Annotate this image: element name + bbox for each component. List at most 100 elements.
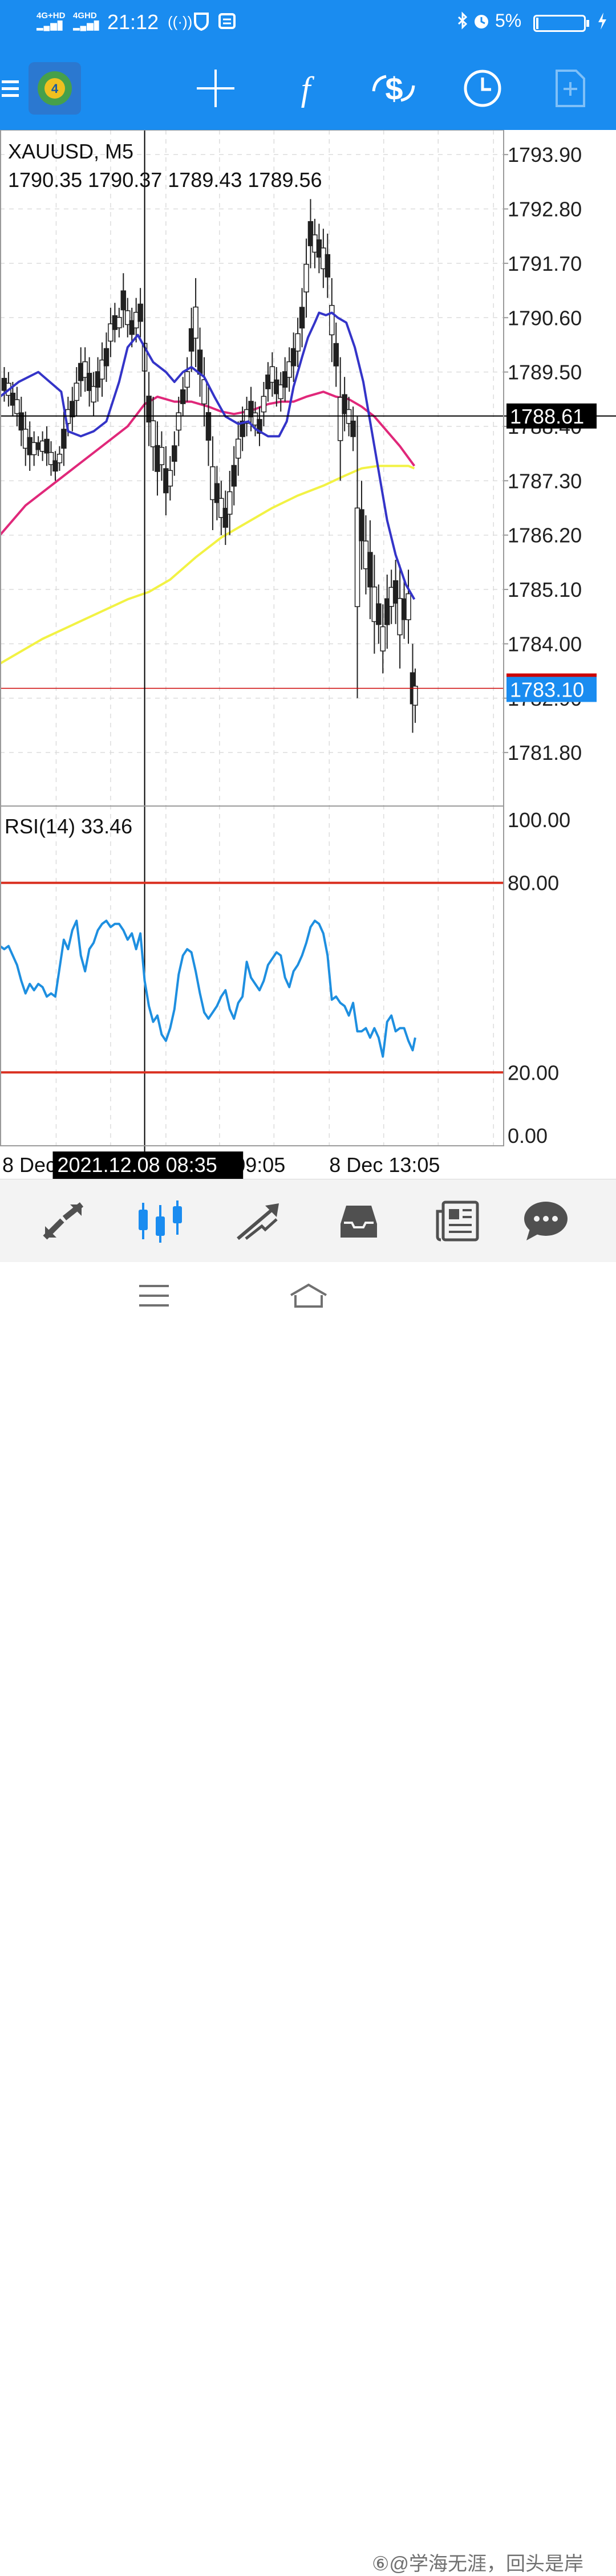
candle-body — [86, 373, 92, 391]
candle-body — [329, 305, 335, 336]
candle-body — [184, 371, 190, 388]
shield-icon — [193, 11, 210, 36]
rsi-tick-label: 100.00 — [508, 808, 570, 832]
candle-body — [337, 397, 343, 441]
candle-body — [99, 359, 105, 380]
time-label-start: 8 Dec — [2, 1153, 56, 1177]
candle-body — [10, 392, 16, 406]
rsi-tick-label: 0.00 — [508, 1124, 548, 1147]
price-tick-label: 1781.80 — [508, 741, 582, 764]
candle-body — [176, 412, 182, 431]
candle-body — [295, 333, 301, 352]
crosshair-icon[interactable] — [181, 47, 250, 130]
candle-body — [44, 438, 50, 454]
candle-body — [108, 323, 114, 342]
app-logo-icon[interactable]: 4 — [26, 47, 83, 130]
trade-tab-icon[interactable] — [217, 1179, 302, 1263]
price-tick-label: 1789.50 — [508, 361, 582, 384]
candle-body — [150, 420, 156, 447]
ma-slow-line — [0, 465, 415, 665]
rsi-pane-border — [0, 805, 504, 1146]
candle-body — [303, 263, 309, 292]
price-tick-label: 1793.90 — [508, 143, 582, 166]
candle-body — [214, 483, 220, 503]
candle-body — [261, 396, 267, 413]
chart-axes — [0, 129, 508, 1146]
rsi-label: RSI(14) 33.46 — [5, 815, 132, 838]
history-tab-icon[interactable] — [316, 1179, 402, 1263]
candle-body — [188, 328, 194, 352]
candle-body — [120, 290, 127, 311]
candle-body — [180, 389, 186, 404]
candle-body — [14, 399, 20, 414]
candle-body — [52, 460, 58, 472]
candle-body — [146, 396, 152, 423]
candle-body — [137, 303, 143, 322]
svg-text:4: 4 — [51, 82, 59, 96]
crosshair-price-box — [506, 403, 597, 429]
top-toolbar: 4 f $ — [0, 47, 616, 130]
rsi-group — [0, 881, 504, 1074]
candle-body — [380, 626, 386, 652]
candle-body — [18, 412, 25, 431]
quotes-tab-icon[interactable] — [21, 1179, 106, 1263]
battery-nub — [586, 20, 589, 27]
candle-body — [91, 386, 96, 403]
news-tab-icon[interactable] — [415, 1179, 501, 1263]
home-icon[interactable] — [289, 1283, 329, 1312]
candle-body — [240, 420, 245, 437]
candle-body — [197, 349, 203, 375]
price-tick-label: 1790.60 — [508, 306, 582, 329]
candle-body — [269, 366, 275, 383]
watermark-text: ⑥@学海无涯，回头是岸 — [372, 2553, 583, 2575]
candle-body — [384, 598, 390, 625]
indicator-f-icon[interactable]: f — [271, 47, 340, 130]
price-tick-label: 1787.30 — [508, 469, 582, 493]
candle-body — [61, 429, 67, 449]
svg-text:$: $ — [385, 71, 403, 107]
rsi-line — [0, 919, 416, 1058]
candle-body — [227, 491, 233, 515]
chart-svg[interactable]: 1793.90 1792.80 1791.70 1790.60 1789.50 1788.… — [0, 129, 616, 1179]
price-tick-label: 1792.80 — [508, 198, 582, 221]
candle-body — [376, 603, 382, 625]
bid-price-label: 1783.10 — [510, 678, 584, 701]
clock-time: 21:12 — [107, 10, 159, 34]
candle-body — [278, 384, 284, 400]
system-nav-bar: ⑥@学海无涯，回头是岸 — [0, 1262, 616, 2575]
new-document-icon[interactable] — [536, 47, 605, 130]
signal-bars-icon: ▂▄▆▊ — [37, 21, 65, 31]
menu-icon[interactable] — [0, 47, 23, 130]
candle-body — [282, 371, 288, 388]
hotspot-icon: ((·)) — [168, 13, 193, 30]
messages-tab-icon[interactable] — [503, 1179, 589, 1263]
candle-body — [74, 382, 80, 401]
candle-body — [116, 317, 122, 328]
candle-body — [125, 310, 131, 325]
chart-tab-icon[interactable] — [117, 1179, 203, 1263]
candle-body — [367, 552, 373, 588]
candle-body — [290, 348, 297, 367]
trade-dollar-icon[interactable]: $ — [359, 47, 428, 130]
price-pane-border — [0, 129, 504, 807]
candle-body — [299, 307, 305, 329]
candle-body — [103, 348, 110, 367]
candle-body — [354, 507, 360, 607]
candle-body — [205, 412, 212, 441]
chart-area[interactable]: 1793.90 1792.80 1791.70 1790.60 1789.50 1788.… — [0, 129, 616, 1179]
candle-body — [350, 420, 356, 437]
price-tick-label: 1791.70 — [508, 252, 582, 275]
candle-body — [201, 379, 207, 405]
chart-grid — [0, 130, 504, 1146]
candle-body — [82, 361, 88, 378]
battery-icon — [533, 15, 586, 32]
recent-apps-icon[interactable] — [139, 1285, 169, 1311]
candle-body — [392, 580, 399, 604]
timeframe-clock-icon[interactable] — [448, 47, 517, 130]
candle-body — [333, 343, 339, 367]
charging-icon — [597, 11, 608, 36]
battery-percent: 5% — [495, 10, 522, 31]
ma-fast-line — [0, 311, 416, 600]
rsi-tick-label: 80.00 — [508, 872, 559, 895]
price-tick-label: 1784.00 — [508, 632, 582, 656]
